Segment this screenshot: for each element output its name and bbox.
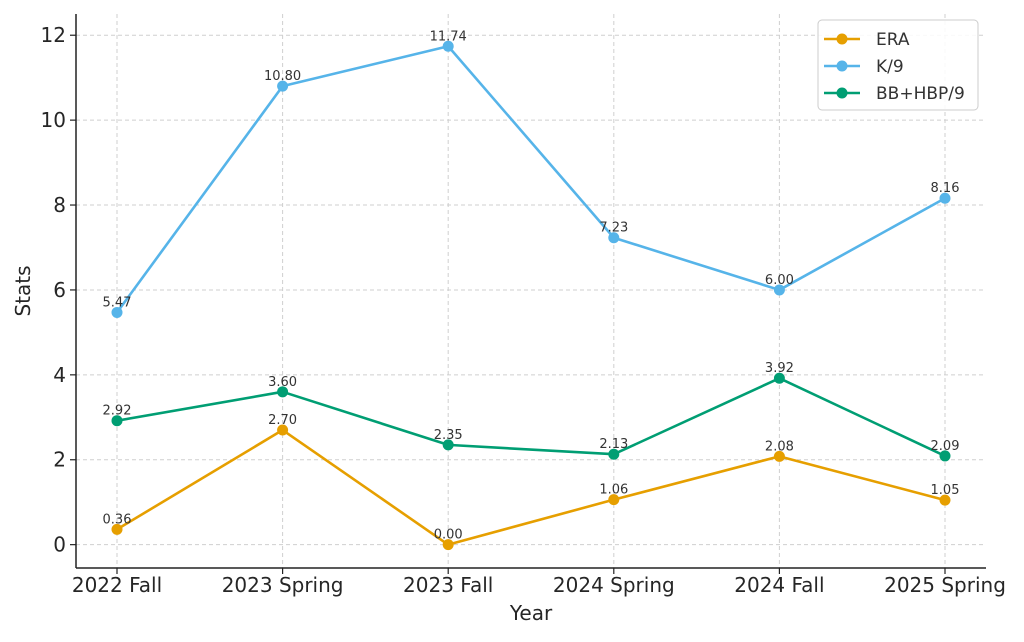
data-label-era: 1.05 bbox=[931, 483, 960, 498]
data-labels: 0.36 2.70 0.00 1.06 2.08 1.05 5.47 10.80 11.74 7.… bbox=[103, 29, 960, 542]
data-label-bb-hbp-9: 2.35 bbox=[434, 428, 463, 443]
data-label-bb-hbp-9: 3.92 bbox=[765, 361, 794, 376]
x-tick-label: 2022 Fall bbox=[72, 573, 162, 597]
legend-label: K/9 bbox=[876, 57, 904, 77]
y-tick-label: 12 bbox=[41, 23, 66, 47]
legend-label: ERA bbox=[876, 30, 910, 50]
legend: ERA K/9 BB+HBP/9 bbox=[817, 19, 979, 111]
y-tick-label: 10 bbox=[41, 108, 66, 132]
data-label-k-9: 10.80 bbox=[264, 69, 301, 84]
legend-swatch-marker bbox=[836, 87, 848, 99]
data-point-bb-hbp-9 bbox=[111, 415, 123, 427]
data-point-era bbox=[277, 424, 289, 436]
legend-box bbox=[817, 19, 979, 111]
series-line-era bbox=[116, 428, 946, 546]
legend-swatch-marker bbox=[836, 33, 848, 45]
data-point-k-9 bbox=[277, 80, 289, 92]
y-tick-label: 8 bbox=[53, 193, 66, 217]
series-lines bbox=[111, 40, 951, 551]
data-label-k-9: 8.16 bbox=[931, 181, 960, 196]
x-tick-label: 2024 Fall bbox=[734, 573, 824, 597]
data-point-era bbox=[111, 523, 123, 535]
data-point-era bbox=[442, 539, 454, 551]
x-tick-label: 2023 Spring bbox=[222, 573, 344, 597]
data-point-era bbox=[608, 494, 620, 506]
data-point-era bbox=[773, 450, 785, 462]
y-axis-title: Stats bbox=[11, 265, 35, 316]
data-label-k-9: 7.23 bbox=[599, 221, 628, 236]
data-point-k-9 bbox=[939, 192, 951, 204]
legend-label: BB+HBP/9 bbox=[876, 84, 965, 104]
x-axis-title: Year bbox=[509, 601, 553, 625]
data-label-bb-hbp-9: 2.92 bbox=[103, 404, 132, 419]
data-label-era: 1.06 bbox=[599, 483, 628, 498]
data-label-bb-hbp-9: 2.09 bbox=[931, 439, 960, 454]
data-point-era bbox=[939, 494, 951, 506]
data-label-era: 2.08 bbox=[765, 439, 794, 454]
y-tick-label: 2 bbox=[53, 448, 66, 472]
legend-swatch-marker bbox=[836, 60, 848, 72]
y-tick-label: 0 bbox=[53, 533, 66, 557]
x-tick-label: 2023 Fall bbox=[403, 573, 493, 597]
data-point-k-9 bbox=[111, 306, 123, 318]
data-label-era: 0.36 bbox=[103, 512, 132, 527]
data-point-k-9 bbox=[442, 40, 454, 52]
y-tick-label: 4 bbox=[53, 363, 66, 387]
data-label-k-9: 6.00 bbox=[765, 273, 794, 288]
data-point-k-9 bbox=[608, 232, 620, 244]
x-tick-label: 2024 Spring bbox=[553, 573, 675, 597]
data-point-bb-hbp-9 bbox=[277, 386, 289, 398]
data-label-bb-hbp-9: 3.60 bbox=[268, 375, 297, 390]
series-line-bb-hbp-9 bbox=[116, 376, 946, 458]
data-point-bb-hbp-9 bbox=[442, 439, 454, 451]
data-label-era: 2.70 bbox=[268, 413, 297, 428]
data-point-bb-hbp-9 bbox=[939, 450, 951, 462]
data-label-era: 0.00 bbox=[434, 528, 463, 543]
data-point-k-9 bbox=[773, 284, 785, 296]
data-label-bb-hbp-9: 2.13 bbox=[599, 437, 628, 452]
data-label-k-9: 11.74 bbox=[430, 29, 467, 44]
x-tick-label: 2025 Spring bbox=[884, 573, 1006, 597]
data-point-bb-hbp-9 bbox=[608, 448, 620, 460]
y-tick-label: 6 bbox=[53, 278, 66, 302]
series-line-k-9 bbox=[115, 44, 946, 314]
data-point-bb-hbp-9 bbox=[773, 372, 785, 384]
axes: 0 2 4 6 8 10 12 2022 Fall 2023 Spring 2023 Fall 20… bbox=[11, 14, 1006, 625]
data-label-k-9: 5.47 bbox=[103, 295, 132, 310]
